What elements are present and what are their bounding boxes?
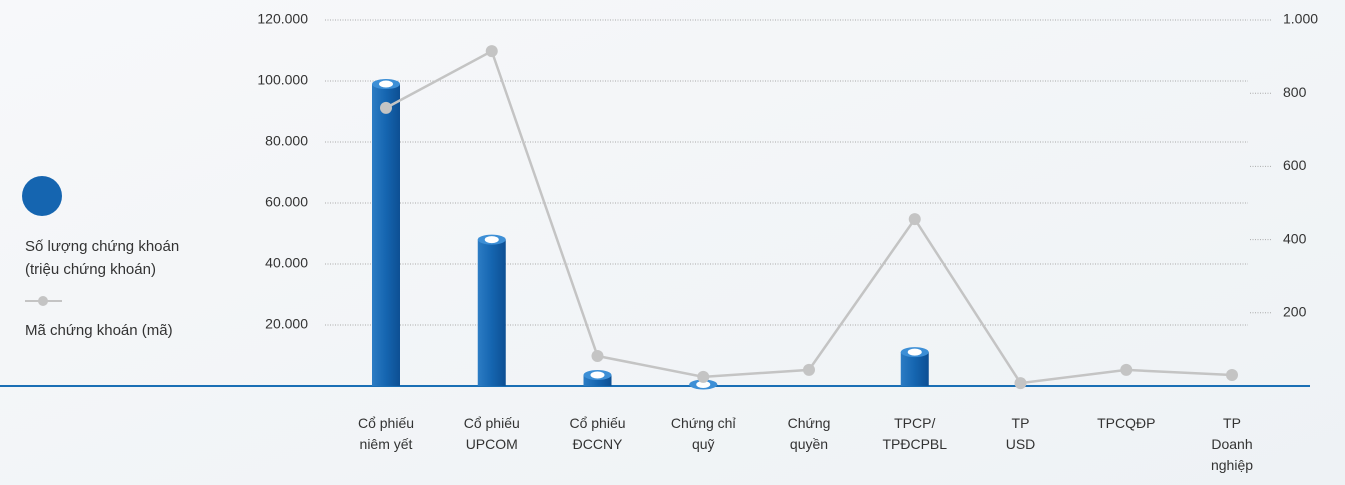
bar-icon	[907, 348, 922, 356]
bar	[583, 370, 612, 386]
y2-tick-label: 600	[1283, 157, 1307, 173]
x-tick-line: ĐCCNY	[573, 436, 623, 452]
bar-body	[477, 239, 506, 386]
x-tick-line: TP	[1223, 415, 1241, 431]
y-tick-label: 120.000	[257, 11, 308, 27]
x-tick-line: quỹ	[692, 436, 715, 452]
x-tick-line: TPĐCPBL	[882, 436, 947, 452]
x-tick-line: TP	[1012, 415, 1030, 431]
legend-label: Mã chứng khoán (mã)	[25, 322, 173, 339]
line	[385, 49, 1233, 385]
line-marker	[485, 45, 498, 58]
x-tick-line: UPCOM	[466, 436, 518, 452]
x-tick-label: Chứng quyền	[788, 415, 831, 452]
x-tick-line: Chứng	[788, 415, 831, 431]
x-tick-line: quyền	[790, 436, 828, 452]
bar-body	[900, 352, 929, 386]
y2-tick-label: 1.000	[1283, 11, 1318, 27]
x-tick-line: Chứng chỉ	[671, 415, 737, 431]
bar	[372, 79, 400, 387]
x-tick-line: Cổ phiếu	[464, 415, 520, 431]
bar	[477, 234, 506, 386]
y-tick-label: 40.000	[265, 255, 308, 271]
x-tick-line: TPCP/	[894, 415, 935, 431]
bar-icon	[484, 236, 499, 244]
x-tick-label: TP USD	[1006, 415, 1036, 452]
line-marker	[908, 213, 921, 226]
legend-swatch-bar	[22, 176, 62, 216]
x-tick-label: Cổ phiếu niêm yết	[358, 415, 414, 452]
x-tick-line: Doanh	[1211, 436, 1252, 452]
bar-icon	[696, 380, 711, 388]
x-tick-label: TPCP/TPĐCPBL	[882, 415, 947, 452]
x-tick-label: Cổ phiếu ĐCCNY	[569, 415, 625, 452]
y-tick-label: 20.000	[265, 316, 308, 332]
y2-tick-label: 800	[1283, 84, 1307, 100]
x-tick-label: TPCQĐP	[1097, 415, 1155, 431]
line-marker	[1120, 363, 1133, 376]
line-marker	[697, 370, 710, 383]
x-tick-label: Cổ phiếu UPCOM	[464, 415, 520, 452]
line-marker	[803, 363, 815, 376]
x-tick-label: TP Doanh nghiệp	[1211, 415, 1253, 473]
y-tick-label: 60.000	[265, 194, 308, 210]
line-marker	[380, 101, 392, 114]
bar	[689, 379, 718, 390]
bar-icon	[379, 80, 393, 88]
y2-tick-label: 400	[1283, 230, 1307, 246]
x-tick-line: Cổ phiếu	[569, 415, 625, 431]
x-tick-label: Chứng chỉ quỹ	[671, 415, 737, 452]
line-marker	[591, 349, 604, 362]
bar	[900, 347, 929, 386]
line-marker	[1226, 369, 1238, 382]
bar-body	[372, 84, 400, 387]
bar-body	[583, 375, 612, 386]
x-tick-line: niêm yết	[360, 436, 413, 452]
y-tick-label: 100.000	[257, 72, 308, 88]
x-tick-line: Cổ phiếu	[358, 415, 414, 431]
y-tick-label: 80.000	[265, 133, 308, 149]
x-tick-line: USD	[1006, 436, 1036, 452]
x-tick-line: TPCQĐP	[1097, 415, 1155, 431]
legend-swatch-marker	[38, 296, 48, 306]
legend-label: Số lượng chứng khoán (triệu chứng khoán)	[25, 238, 180, 278]
line-marker	[1014, 377, 1027, 390]
bar-icon	[590, 371, 605, 379]
y2-tick-label: 200	[1283, 304, 1307, 320]
x-tick-line: nghiệp	[1211, 457, 1253, 473]
